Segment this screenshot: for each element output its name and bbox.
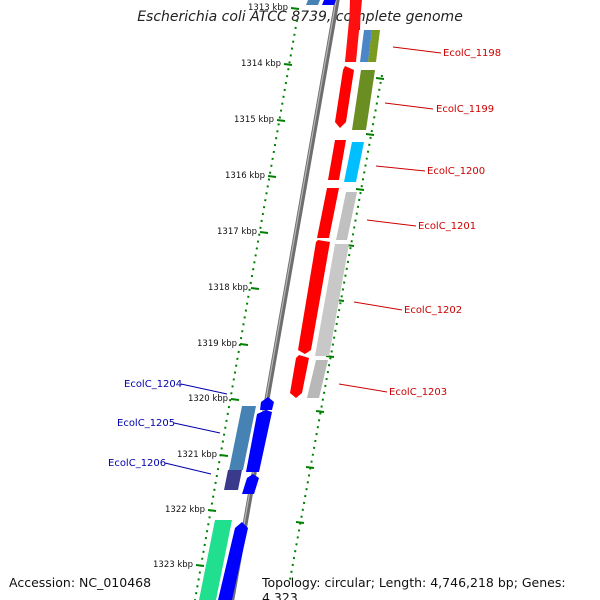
- feature-grey-1203: [307, 360, 328, 398]
- feature-olive-1198: [368, 30, 380, 62]
- feature-blue-top: [322, 0, 336, 5]
- scale-label: 1318 kbp: [208, 283, 248, 293]
- feature-steelblue-1205: [229, 406, 256, 470]
- reverse-features: [199, 0, 336, 600]
- scale-ring-outer: [194, 19, 298, 600]
- forward-features: [290, 0, 380, 398]
- accession-text: Accession: NC_010468: [9, 575, 152, 590]
- scale-tick: [195, 564, 205, 567]
- feature-label[interactable]: EcolC_1205: [117, 418, 175, 429]
- feature-red-1199: [335, 66, 354, 128]
- label-connectors-right: [338, 46, 442, 393]
- scale-label: 1323 kbp: [153, 560, 193, 570]
- scale-tick: [250, 287, 260, 290]
- scale-tick: [276, 119, 286, 122]
- feature-label[interactable]: EcolC_1202: [404, 305, 462, 316]
- feature-blue-1205: [246, 410, 272, 472]
- feature-navy-1206: [224, 470, 242, 490]
- scale-labels: 1313 kbp 1314 kbp 1315 kbp 1316 kbp 1317 kbp…: [153, 3, 288, 570]
- genome-backbone: [229, 0, 340, 600]
- scale-tick: [259, 231, 269, 234]
- scale-label: 1322 kbp: [165, 505, 205, 515]
- label-connectors-left: [164, 383, 228, 475]
- feature-blue-1204: [260, 397, 274, 410]
- feature-labels-right: EcolC_1198 EcolC_1199 EcolC_1200 EcolC_1201…: [389, 48, 501, 398]
- scale-tick: [230, 398, 240, 401]
- scale-label: 1317 kbp: [217, 227, 257, 237]
- feature-olive-1199: [352, 70, 375, 130]
- scale-tick: [219, 454, 229, 457]
- topology-text: Topology: circular; Length: 4,746,218 bp…: [262, 575, 566, 600]
- feature-red-1198: [345, 0, 362, 62]
- scale-tick: [267, 175, 277, 178]
- feature-label[interactable]: EcolC_1204: [124, 379, 182, 390]
- feature-red-1201: [317, 188, 339, 238]
- feature-steelblue-top: [306, 0, 320, 5]
- scale-label: 1314 kbp: [241, 59, 281, 69]
- feature-labels-left: EcolC_1204 EcolC_1205 EcolC_1206: [108, 379, 182, 469]
- scale-label: 1320 kbp: [188, 394, 228, 404]
- feature-blue-bottom: [218, 522, 248, 600]
- feature-label[interactable]: EcolC_1198: [443, 48, 501, 59]
- scale-tick: [207, 509, 217, 512]
- scale-label: 1316 kbp: [225, 171, 265, 181]
- feature-grey-1202: [315, 244, 349, 356]
- scale-tick: [239, 343, 249, 346]
- feature-blue-1206: [242, 474, 259, 494]
- feature-label[interactable]: EcolC_1199: [436, 104, 494, 115]
- feature-label[interactable]: EcolC_1203: [389, 387, 447, 398]
- feature-teal-bottom: [199, 520, 232, 600]
- genome-backbone-highlight: [230, 0, 337, 600]
- scale-label: 1321 kbp: [177, 450, 217, 460]
- feature-red-1203: [290, 355, 309, 398]
- feature-grey-1201: [336, 192, 357, 240]
- feature-label[interactable]: EcolC_1201: [418, 221, 476, 232]
- scale-ticks-inner: [295, 77, 385, 524]
- scale-label: 1315 kbp: [234, 115, 274, 125]
- feature-red-1200: [328, 140, 346, 180]
- scale-label: 1313 kbp: [248, 3, 288, 13]
- feature-cyan-1200: [344, 142, 364, 182]
- feature-label[interactable]: EcolC_1206: [108, 458, 166, 469]
- feature-label[interactable]: EcolC_1200: [427, 166, 485, 177]
- scale-ticks-outer: [195, 7, 300, 567]
- scale-ring-inner: [289, 74, 383, 581]
- map-title: Escherichia coli ATCC 8739, complete gen…: [137, 9, 463, 25]
- scale-label: 1319 kbp: [197, 339, 237, 349]
- scale-tick: [290, 7, 300, 10]
- feature-red-1202: [298, 240, 330, 354]
- scale-tick: [283, 63, 293, 66]
